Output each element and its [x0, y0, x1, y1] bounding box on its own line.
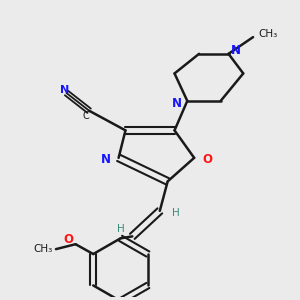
Text: CH₃: CH₃	[34, 244, 53, 254]
Text: O: O	[202, 153, 212, 166]
Text: O: O	[64, 233, 74, 246]
Text: CH₃: CH₃	[258, 29, 277, 39]
Text: H: H	[117, 224, 124, 233]
Text: N: N	[171, 98, 182, 110]
Text: N: N	[60, 85, 69, 95]
Text: H: H	[172, 208, 179, 218]
Text: C: C	[83, 111, 90, 121]
Text: N: N	[101, 153, 111, 166]
Text: N: N	[230, 44, 241, 57]
